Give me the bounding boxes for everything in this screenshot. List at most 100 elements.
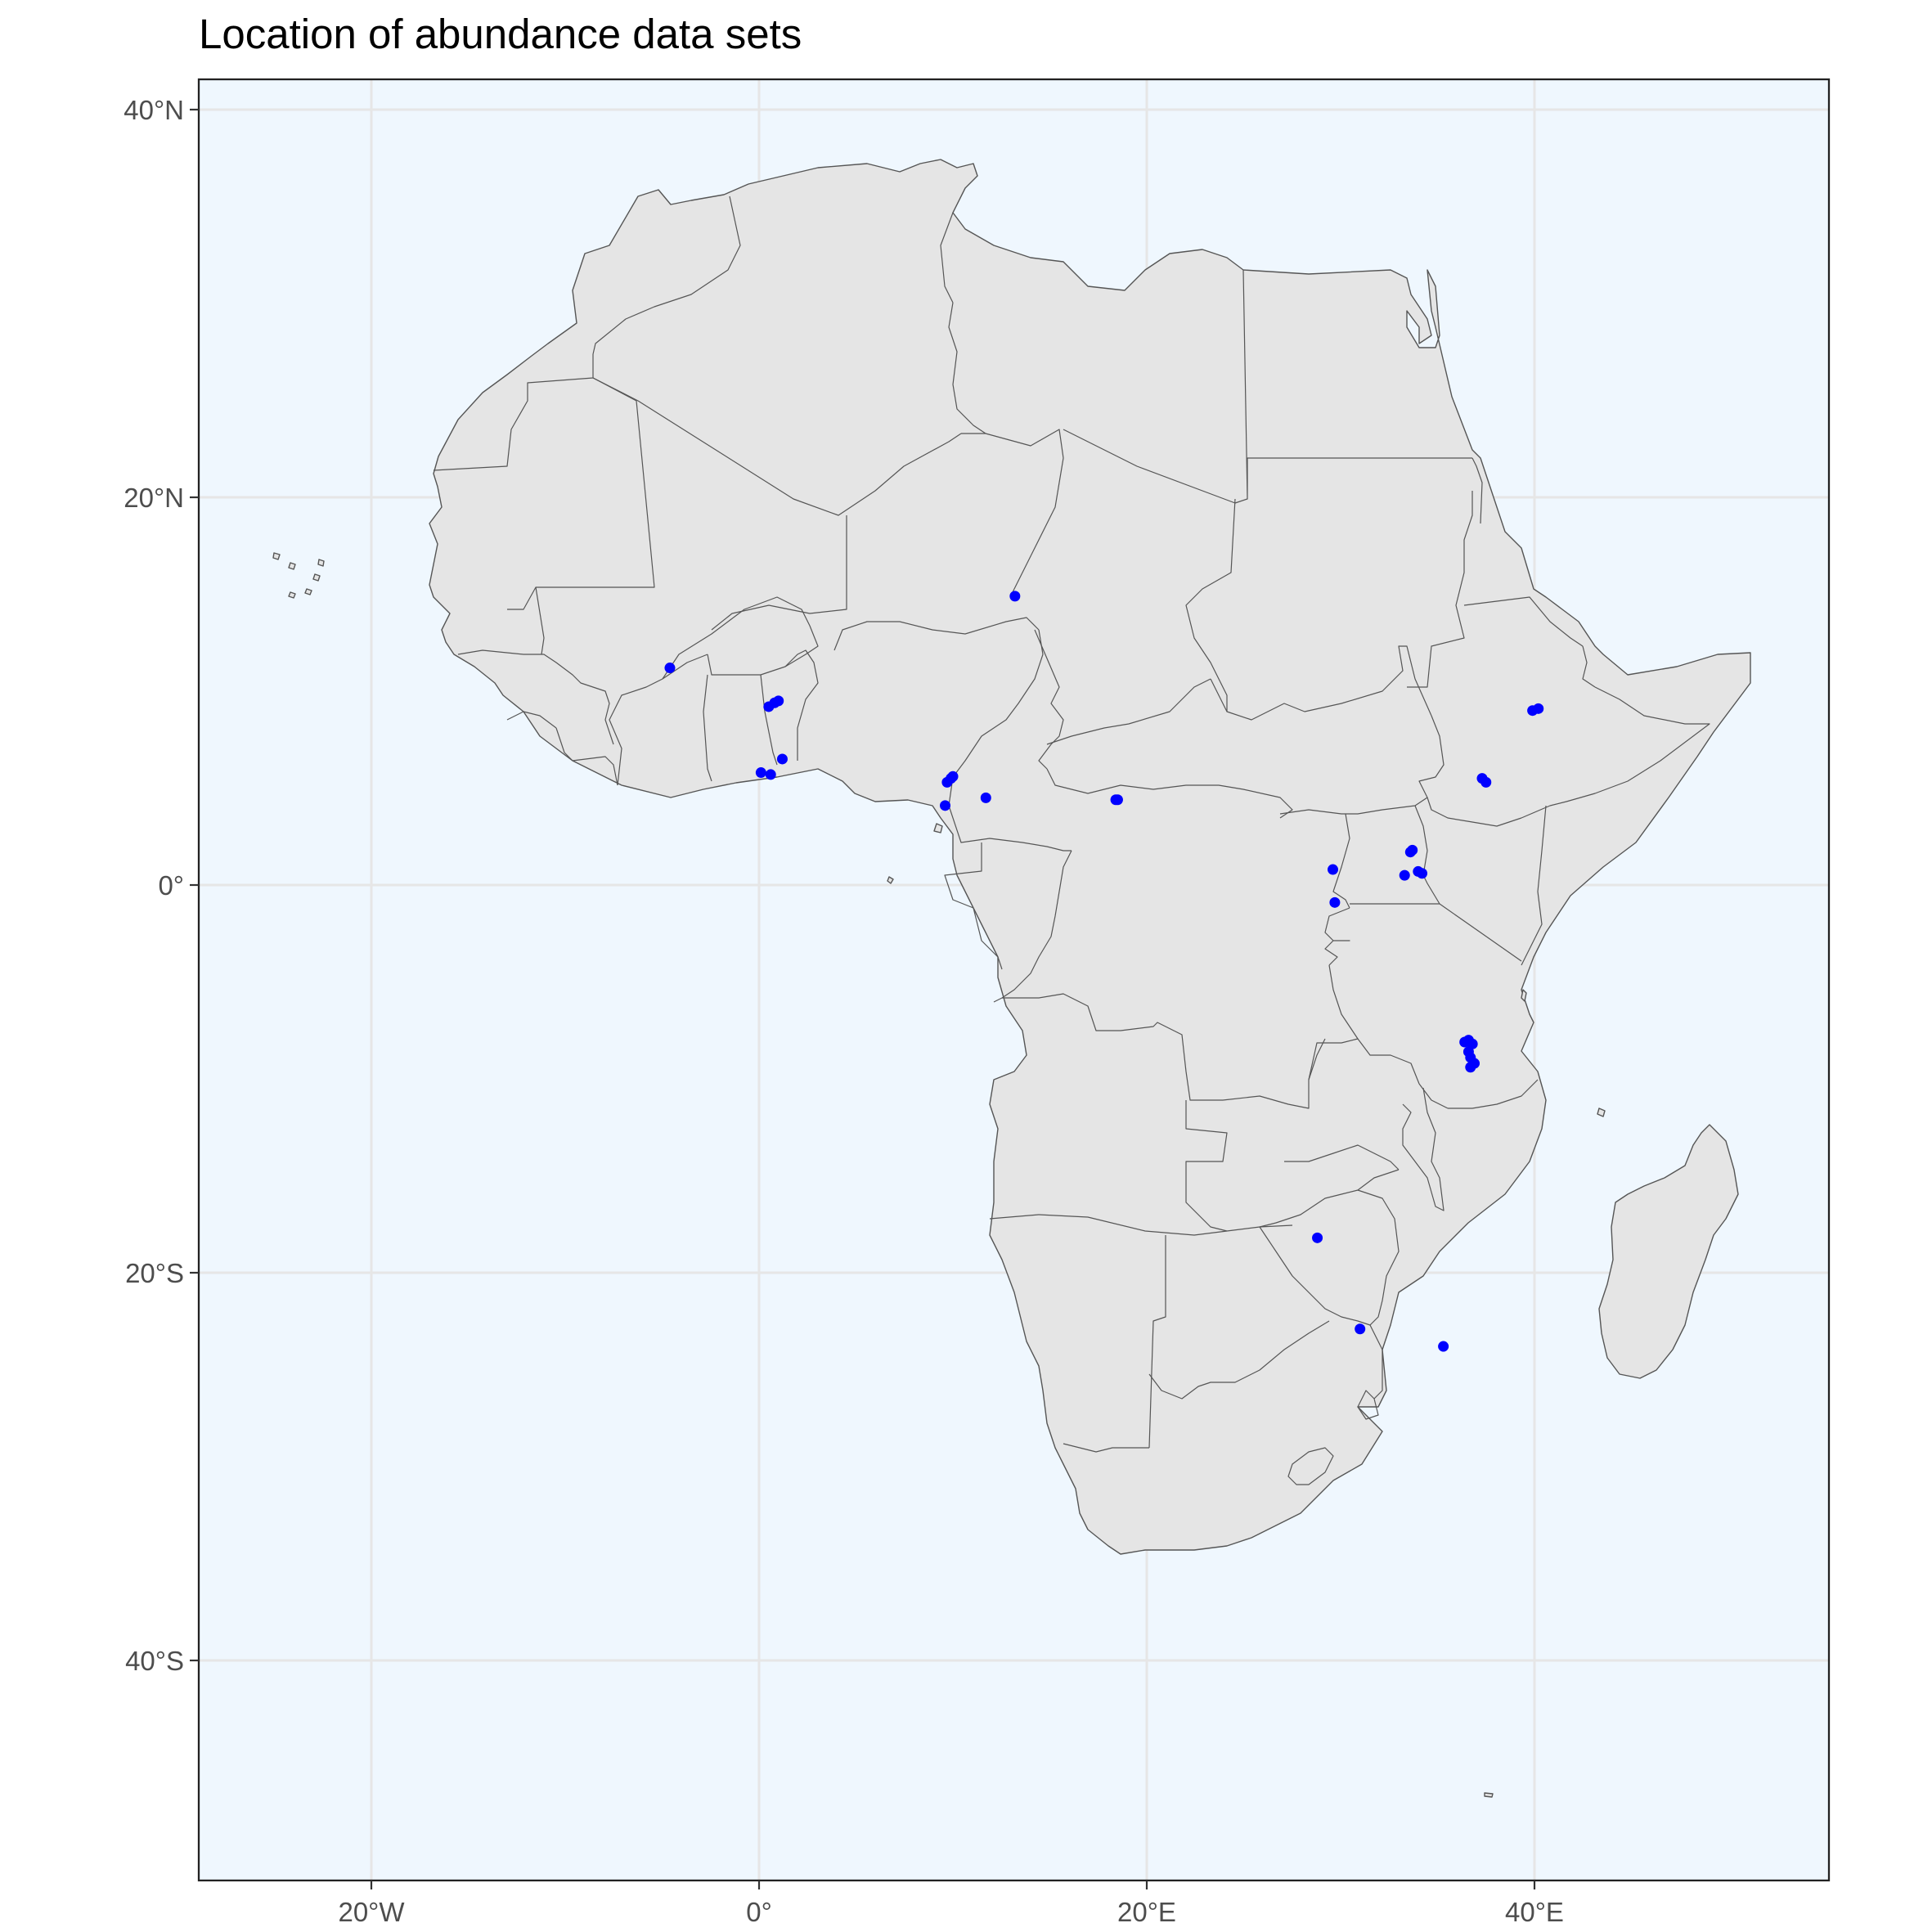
border-algeria-libya bbox=[948, 302, 986, 434]
border-libya-egypt bbox=[1242, 269, 1472, 500]
border-zimbabwe-mozambique bbox=[1357, 1189, 1400, 1326]
border-ethiopia-somalia bbox=[1521, 686, 1710, 819]
border-cameroon-congo bbox=[948, 805, 1072, 851]
border-chad-sudan bbox=[1185, 498, 1236, 712]
madagascar bbox=[1598, 1124, 1739, 1379]
data-point-23 bbox=[1533, 703, 1544, 714]
sao-tome-island bbox=[887, 876, 894, 884]
x-tick-label-1: 0° bbox=[746, 1897, 772, 1927]
border-mali-niger bbox=[711, 515, 847, 631]
y-tick-label-2: 0° bbox=[158, 870, 184, 901]
border-guinea-sierra-leone bbox=[506, 711, 557, 729]
border-mauritania bbox=[507, 377, 655, 610]
x-tick-label-2: 20°E bbox=[1117, 1897, 1176, 1927]
border-guinea bbox=[457, 649, 614, 745]
border-zambia-mozambique bbox=[1284, 1144, 1400, 1170]
data-point-14 bbox=[1112, 794, 1123, 806]
data-point-18 bbox=[1407, 844, 1418, 856]
y-tick-label-3: 20°S bbox=[125, 1258, 184, 1288]
border-chad-cameroon bbox=[1034, 629, 1064, 770]
data-points bbox=[664, 591, 1544, 1352]
border-kenya-somalia bbox=[1521, 805, 1547, 966]
data-point-12 bbox=[980, 792, 991, 803]
border-tanzania-mozambique bbox=[1448, 1079, 1539, 1109]
border-niger-nigeria bbox=[833, 617, 1040, 651]
border-tunisia-libya bbox=[940, 212, 954, 303]
border-mali-senegal bbox=[535, 586, 545, 655]
border-car-drc bbox=[1046, 768, 1293, 819]
land-layer bbox=[272, 159, 1751, 1798]
border-drc-uganda bbox=[1332, 813, 1350, 909]
border-botswana-south-africa bbox=[1148, 1320, 1330, 1400]
border-congo-drc bbox=[993, 850, 1072, 1003]
data-point-10 bbox=[947, 771, 959, 782]
border-kenya-tanzania bbox=[1439, 903, 1522, 962]
border-togo bbox=[760, 674, 778, 766]
panel-border bbox=[197, 78, 1831, 1882]
data-point-15 bbox=[1328, 864, 1339, 875]
axis-ticks: 20°W 0° 20°E 40°E 40°N 20°N 0° 20°S 40°S bbox=[124, 95, 1564, 1927]
border-angola-namibia bbox=[989, 1214, 1293, 1236]
bioko-island bbox=[933, 823, 943, 833]
border-djibouti bbox=[1582, 645, 1596, 688]
country-borders bbox=[433, 195, 1710, 1485]
border-sudan-south-sudan bbox=[1210, 645, 1432, 721]
border-angola-zambia bbox=[1185, 1100, 1228, 1232]
border-angola-drc bbox=[1002, 993, 1223, 1101]
africa-landmass bbox=[429, 159, 1751, 1555]
border-algeria-mali bbox=[592, 377, 962, 516]
data-point-35 bbox=[1438, 1341, 1449, 1352]
map-title: Location of abundance data sets bbox=[199, 11, 802, 57]
border-malawi bbox=[1402, 1087, 1445, 1211]
y-tick-label-0: 40°N bbox=[124, 95, 184, 125]
border-ghana bbox=[703, 674, 712, 782]
data-point-7 bbox=[1009, 591, 1021, 602]
border-gabon bbox=[944, 842, 1003, 970]
border-tanzania-zambia-west bbox=[1308, 1038, 1326, 1081]
border-namibia-botswana bbox=[1148, 1235, 1166, 1449]
x-tick-label-3: 40°E bbox=[1505, 1897, 1564, 1927]
border-ivory-coast bbox=[609, 654, 708, 786]
cape-verde-islands bbox=[272, 552, 325, 599]
border-chad-car bbox=[1046, 678, 1211, 745]
data-point-0 bbox=[664, 663, 676, 674]
data-point-21 bbox=[1417, 868, 1428, 879]
border-eswatini bbox=[1357, 1390, 1379, 1420]
border-libya-chad bbox=[1063, 429, 1248, 504]
border-benin bbox=[784, 649, 819, 761]
border-drc-tanzania bbox=[1328, 964, 1359, 1040]
x-tick-label-0: 20°W bbox=[338, 1897, 405, 1927]
border-rwanda-burundi bbox=[1324, 907, 1350, 966]
data-point-16 bbox=[1329, 896, 1341, 908]
border-drc-zambia bbox=[1222, 1038, 1420, 1109]
data-point-5 bbox=[765, 769, 776, 780]
border-eritrea bbox=[1463, 596, 1584, 647]
data-point-34 bbox=[1355, 1323, 1366, 1335]
border-morocco-algeria bbox=[592, 195, 741, 355]
data-point-19 bbox=[1399, 869, 1410, 881]
data-point-32 bbox=[1465, 1062, 1476, 1073]
data-point-25 bbox=[1480, 776, 1492, 788]
y-tick-label-1: 20°N bbox=[124, 483, 184, 513]
data-point-3 bbox=[773, 695, 784, 707]
zanzibar-island bbox=[1521, 989, 1527, 1002]
border-uganda-kenya bbox=[1414, 805, 1440, 905]
prince-edward-island bbox=[1484, 1792, 1494, 1798]
y-tick-label-4: 40°S bbox=[125, 1646, 184, 1676]
data-point-6 bbox=[776, 753, 788, 765]
data-point-11 bbox=[940, 800, 951, 811]
border-sudan-ethiopia bbox=[1407, 491, 1473, 688]
border-mozambique-south-africa bbox=[1369, 1324, 1383, 1400]
border-lesotho bbox=[1287, 1447, 1334, 1485]
comoros-island bbox=[1597, 1108, 1606, 1117]
border-libya-niger bbox=[985, 429, 1064, 598]
border-zambia-zimbabwe bbox=[1259, 1169, 1400, 1228]
data-point-33 bbox=[1312, 1232, 1323, 1243]
border-namibia-south-africa bbox=[1063, 1443, 1149, 1453]
border-nigeria-cameroon bbox=[948, 629, 1044, 806]
border-zimbabwe-botswana bbox=[1259, 1226, 1371, 1326]
border-egypt-sudan bbox=[1471, 457, 1483, 524]
data-point-4 bbox=[755, 767, 766, 779]
border-liberia bbox=[555, 727, 618, 786]
